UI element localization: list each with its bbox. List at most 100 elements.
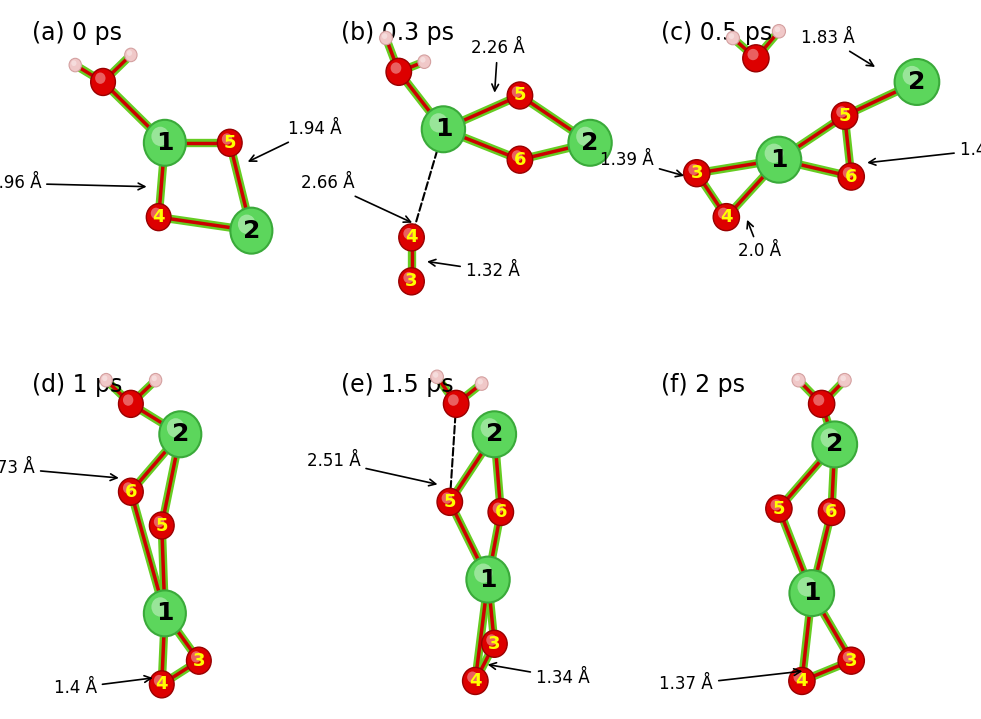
Circle shape xyxy=(713,203,740,231)
Circle shape xyxy=(576,127,594,146)
Text: 1: 1 xyxy=(480,567,496,592)
Circle shape xyxy=(789,667,815,695)
Circle shape xyxy=(154,675,164,686)
Text: 1.37 Å: 1.37 Å xyxy=(659,669,800,693)
Text: 2: 2 xyxy=(172,422,189,446)
Circle shape xyxy=(792,373,805,387)
Circle shape xyxy=(726,32,740,45)
Circle shape xyxy=(152,375,157,381)
Text: 3: 3 xyxy=(489,635,500,653)
Circle shape xyxy=(507,82,533,109)
Circle shape xyxy=(380,32,392,45)
Circle shape xyxy=(512,86,523,97)
Circle shape xyxy=(743,45,769,72)
Circle shape xyxy=(748,49,758,60)
Circle shape xyxy=(812,421,857,467)
Text: (b) 0.3 ps: (b) 0.3 ps xyxy=(341,21,454,45)
Circle shape xyxy=(387,58,412,86)
Circle shape xyxy=(492,503,503,514)
Circle shape xyxy=(420,57,426,63)
Circle shape xyxy=(813,395,824,406)
Text: 6: 6 xyxy=(825,503,838,521)
Text: 4: 4 xyxy=(469,672,482,690)
Circle shape xyxy=(186,647,211,674)
Circle shape xyxy=(149,512,175,539)
Circle shape xyxy=(756,137,801,183)
Circle shape xyxy=(102,375,107,381)
Circle shape xyxy=(222,133,232,145)
Text: 3: 3 xyxy=(691,164,703,182)
Circle shape xyxy=(119,478,143,505)
Circle shape xyxy=(838,163,864,190)
Circle shape xyxy=(823,503,834,514)
Text: 5: 5 xyxy=(773,500,785,518)
Circle shape xyxy=(482,631,507,657)
Circle shape xyxy=(770,499,782,510)
Circle shape xyxy=(149,373,162,387)
Text: 4: 4 xyxy=(796,672,808,690)
Text: 4: 4 xyxy=(156,675,168,693)
Circle shape xyxy=(382,33,387,39)
Circle shape xyxy=(399,224,425,251)
Text: 1: 1 xyxy=(156,601,174,626)
Circle shape xyxy=(836,106,848,118)
Circle shape xyxy=(418,55,431,68)
Text: 3: 3 xyxy=(192,651,205,669)
Circle shape xyxy=(403,228,414,239)
Circle shape xyxy=(684,160,710,187)
Circle shape xyxy=(438,488,463,516)
Circle shape xyxy=(820,429,840,448)
Text: 1.83 Å: 1.83 Å xyxy=(801,29,873,66)
Circle shape xyxy=(443,390,469,417)
Text: 1: 1 xyxy=(156,131,174,155)
Circle shape xyxy=(167,418,184,437)
Circle shape xyxy=(144,120,185,166)
Circle shape xyxy=(430,113,447,132)
Circle shape xyxy=(838,647,864,674)
Circle shape xyxy=(466,557,510,603)
Circle shape xyxy=(422,106,465,152)
Text: 2: 2 xyxy=(486,422,503,446)
Circle shape xyxy=(795,375,800,381)
Circle shape xyxy=(231,208,273,254)
Circle shape xyxy=(766,495,792,522)
Circle shape xyxy=(790,570,834,616)
Circle shape xyxy=(843,167,853,178)
Text: 1.34 Å: 1.34 Å xyxy=(490,663,590,687)
Circle shape xyxy=(689,164,699,175)
Circle shape xyxy=(125,48,137,62)
Circle shape xyxy=(512,150,523,162)
Text: (e) 1.5 ps: (e) 1.5 ps xyxy=(341,373,454,398)
Text: 1.96 Å: 1.96 Å xyxy=(0,174,145,193)
Circle shape xyxy=(775,27,780,32)
Circle shape xyxy=(441,493,452,504)
Circle shape xyxy=(123,482,133,494)
Circle shape xyxy=(507,146,533,173)
Text: 5: 5 xyxy=(156,516,168,534)
Text: 2: 2 xyxy=(826,432,844,457)
Circle shape xyxy=(159,411,201,457)
Circle shape xyxy=(151,208,161,219)
Text: (a) 0 ps: (a) 0 ps xyxy=(32,21,122,45)
Circle shape xyxy=(838,373,852,387)
Text: 1.94 Å: 1.94 Å xyxy=(249,120,342,161)
Circle shape xyxy=(399,268,425,295)
Text: 3: 3 xyxy=(845,651,857,669)
Circle shape xyxy=(841,375,846,381)
Circle shape xyxy=(476,377,489,390)
Circle shape xyxy=(481,418,498,437)
Text: 1: 1 xyxy=(435,117,452,141)
Text: (f) 2 ps: (f) 2 ps xyxy=(660,373,745,398)
Circle shape xyxy=(903,66,921,85)
Circle shape xyxy=(100,373,113,387)
Circle shape xyxy=(390,63,401,74)
Circle shape xyxy=(151,127,169,146)
Text: 1.39 Å: 1.39 Å xyxy=(600,151,683,177)
Text: 6: 6 xyxy=(845,168,857,186)
Text: 1.73 Å: 1.73 Å xyxy=(0,459,117,480)
Text: 4: 4 xyxy=(405,229,418,247)
Text: 2.51 Å: 2.51 Å xyxy=(307,452,436,486)
Circle shape xyxy=(149,671,175,698)
Circle shape xyxy=(895,59,939,105)
Text: 2.0 Å: 2.0 Å xyxy=(738,221,781,260)
